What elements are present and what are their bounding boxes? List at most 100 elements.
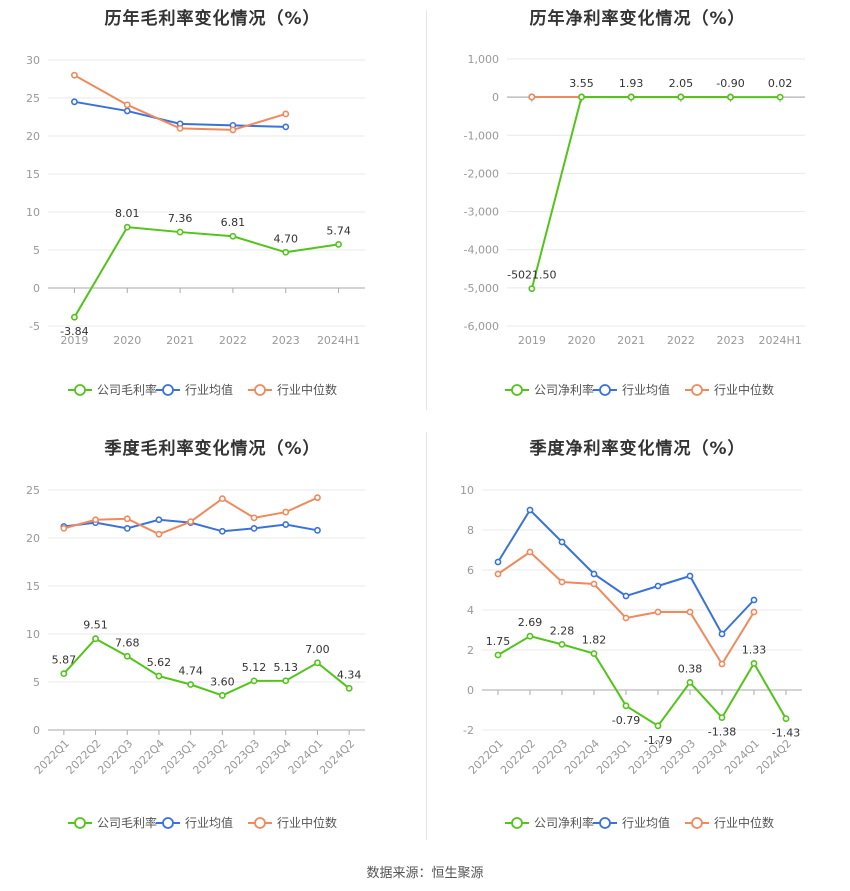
data-label: 5.62: [147, 656, 172, 669]
x-tick-label: 2024H1: [759, 334, 802, 347]
data-point-median: [750, 608, 758, 616]
data-point-company: [727, 93, 734, 101]
data-point-median: [123, 101, 131, 109]
data-point-avg: [622, 592, 630, 600]
data-label: -5021.50: [507, 269, 556, 282]
data-label: -1.79: [644, 734, 672, 747]
y-tick-label: -2,000: [464, 167, 499, 180]
x-tick-label: 2024Q2: [317, 737, 357, 777]
data-point-company: [494, 651, 502, 659]
data-label: 5.13: [274, 661, 299, 674]
data-point-company: [654, 722, 662, 730]
data-point-company: [92, 635, 99, 643]
y-tick-label: 10: [26, 628, 40, 641]
data-point-median: [176, 124, 184, 132]
y-tick-label: 25: [26, 484, 40, 497]
y-tick-label: 25: [26, 92, 40, 105]
data-label: 0.38: [678, 662, 703, 675]
data-point-company: [314, 659, 321, 667]
data-label: 5.12: [242, 661, 267, 674]
data-label: 7.36: [168, 212, 193, 225]
y-tick-label: 4: [467, 604, 474, 617]
data-label: 1.93: [619, 77, 644, 90]
data-point-avg: [282, 123, 290, 131]
data-point-company: [578, 93, 585, 101]
chart-svg: 05101520252022Q12022Q22022Q32022Q42023Q1…: [26, 484, 365, 830]
chart-panel-annual-net-margin: 历年净利率变化情况（%） -6,000 -5,000 -4,000 -3,000 -2,…: [425, 0, 850, 420]
data-label: -0.90: [716, 77, 744, 90]
data-point-company: [250, 677, 258, 685]
data-label: 4.34: [337, 668, 362, 681]
data-point-median: [92, 516, 99, 524]
data-point-company: [282, 677, 290, 685]
data-point-avg: [718, 630, 726, 638]
data-label: 1.33: [742, 643, 767, 656]
x-tick-label: 2023: [272, 334, 300, 347]
y-tick-label: 1,000: [468, 53, 500, 66]
y-tick-label: 20: [26, 130, 40, 143]
chart-panel-quarterly-net-margin: 季度净利率变化情况（%） -2 0 2 4 6 8 10 2022Q1 2022Q2 2022Q3…: [425, 430, 850, 850]
data-point-company: [282, 248, 290, 256]
data-point-median: [218, 495, 226, 503]
data-point-avg: [494, 558, 502, 566]
data-point-company: [627, 93, 635, 101]
legend-marker-company: [74, 384, 86, 396]
legend-label: 行业均值: [622, 815, 670, 830]
data-point-median: [528, 93, 536, 101]
legend-marker-company: [511, 384, 523, 396]
data-label: 3.55: [569, 77, 594, 90]
y-tick-label: 0: [33, 724, 40, 737]
data-point-avg: [654, 582, 662, 590]
data-label: 8.01: [115, 207, 140, 220]
data-label: -1.43: [772, 727, 800, 740]
data-point-median: [71, 71, 78, 79]
data-point-company: [155, 672, 163, 680]
chart-svg: -202468102022Q12022Q22022Q32022Q42023Q12…: [460, 484, 802, 830]
series-line-median: [63, 496, 318, 536]
data-point-median: [155, 530, 163, 538]
data-point-company: [558, 640, 566, 648]
data-label: 0.02: [768, 77, 793, 90]
y-tick-label: 20: [26, 532, 40, 545]
y-tick-label: -6,000: [464, 320, 499, 333]
legend-marker-avg: [599, 384, 611, 396]
x-tick-label: 2022: [667, 334, 695, 347]
chart-title: 季度净利率变化情况（%）: [529, 439, 746, 459]
data-point-company: [528, 285, 536, 293]
chart-title: 历年净利率变化情况（%）: [529, 9, 746, 29]
data-label: 7.68: [115, 636, 140, 649]
legend-label: 公司毛利率: [97, 815, 157, 830]
data-point-avg: [526, 506, 534, 514]
series-line-company: [63, 637, 350, 697]
data-point-company: [686, 678, 694, 686]
y-tick-label: 8: [467, 524, 474, 537]
legend-marker-company: [74, 817, 86, 829]
y-tick-label: -2: [463, 724, 474, 737]
y-tick-label: 0: [492, 91, 499, 104]
data-point-avg: [218, 527, 226, 535]
y-tick-label: -3,000: [464, 206, 499, 219]
x-tick-label: 2021: [617, 334, 645, 347]
data-label: -0.79: [612, 714, 640, 727]
y-tick-label: -5,000: [464, 282, 499, 295]
y-tick-label: -5: [29, 320, 40, 333]
legend-marker-median: [691, 817, 703, 829]
chart-panel-annual-gross-margin: 历年毛利率变化情况（%） -5 0 5 10 15 20 25 30 2019 2020 2021 2…: [0, 0, 425, 420]
data-point-median: [526, 548, 534, 556]
series-line-median: [497, 550, 755, 666]
x-tick-label: 2022: [219, 334, 247, 347]
chart-svg: -5 0 5 10 15 20 25 30 2019 2020 2021 2022 2023 2024H1…: [26, 54, 365, 397]
y-tick-label: 0: [33, 282, 40, 295]
y-tick-label: 10: [26, 206, 40, 219]
y-tick-label: 30: [26, 54, 40, 67]
data-label: 9.51: [83, 619, 108, 632]
legend-label: 行业中位数: [714, 815, 774, 830]
data-point-company: [750, 659, 758, 667]
legend-marker-avg: [162, 384, 174, 396]
series-line-company: [530, 96, 781, 289]
y-tick-label: 2: [467, 644, 474, 657]
data-label: 7.00: [305, 643, 330, 656]
panel-divider: [426, 10, 427, 410]
data-point-median: [654, 608, 662, 616]
data-point-avg: [686, 572, 694, 580]
